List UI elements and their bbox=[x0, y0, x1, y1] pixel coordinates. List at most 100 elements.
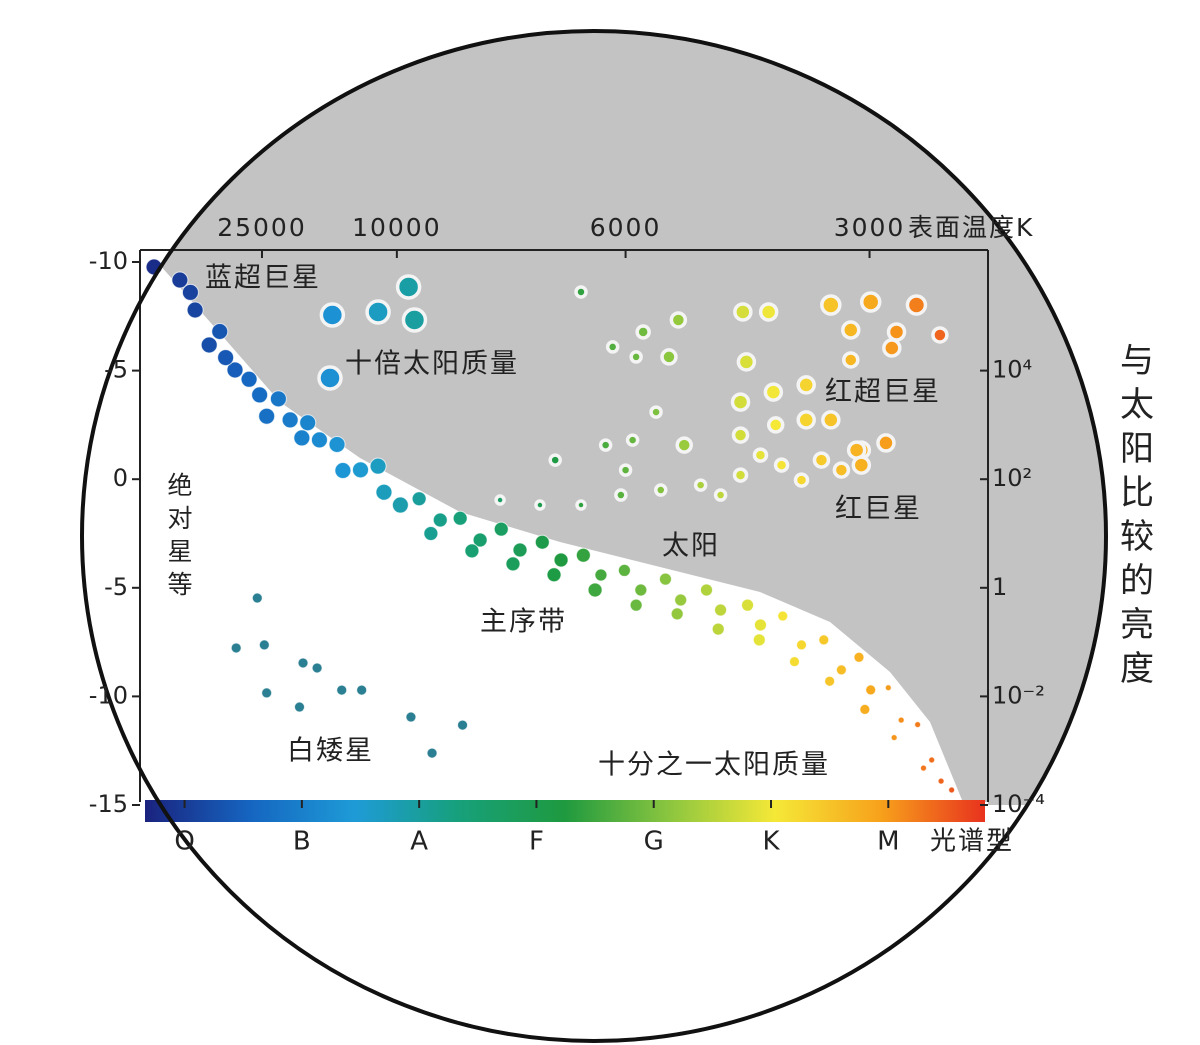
star bbox=[299, 414, 317, 432]
star bbox=[629, 350, 643, 364]
star bbox=[730, 392, 751, 412]
annotation: 十倍太阳质量 bbox=[345, 349, 519, 380]
star bbox=[890, 734, 898, 742]
star bbox=[494, 494, 506, 506]
star bbox=[821, 410, 841, 430]
star bbox=[617, 563, 631, 577]
x-tick-label: O bbox=[174, 827, 194, 857]
annotation: 红超巨星 bbox=[825, 377, 941, 408]
star bbox=[574, 285, 588, 299]
star bbox=[297, 657, 309, 669]
y-tick-label: -10 bbox=[89, 681, 128, 709]
star bbox=[714, 603, 728, 617]
star bbox=[401, 307, 428, 333]
star bbox=[886, 322, 907, 342]
star bbox=[464, 543, 480, 559]
star bbox=[334, 462, 352, 480]
star bbox=[211, 323, 229, 341]
star bbox=[931, 326, 949, 344]
star bbox=[859, 703, 871, 715]
star bbox=[832, 461, 851, 479]
star bbox=[882, 338, 902, 358]
star bbox=[788, 656, 800, 668]
x2-tick-label: 3000 bbox=[834, 213, 906, 242]
star bbox=[356, 684, 368, 696]
x-tick-label: F bbox=[529, 827, 544, 857]
star bbox=[352, 461, 370, 479]
star bbox=[713, 488, 728, 502]
star bbox=[505, 556, 521, 572]
y2-tick-label: 10² bbox=[992, 464, 1032, 492]
star bbox=[200, 336, 218, 354]
star bbox=[553, 552, 569, 568]
y-tick-label: -5 bbox=[104, 573, 128, 601]
star bbox=[876, 433, 896, 453]
star bbox=[905, 294, 928, 316]
star bbox=[649, 405, 663, 419]
star bbox=[472, 532, 488, 548]
y2-tick-label: 10⁴ bbox=[992, 356, 1032, 384]
y-tick-label: -15 bbox=[89, 790, 128, 818]
star bbox=[897, 716, 905, 724]
annotation: 蓝超巨星 bbox=[205, 263, 321, 294]
star bbox=[758, 302, 779, 322]
star bbox=[336, 684, 348, 696]
star bbox=[226, 361, 244, 379]
star bbox=[269, 390, 287, 408]
star bbox=[753, 618, 767, 632]
star bbox=[405, 711, 417, 723]
stars bbox=[145, 258, 956, 794]
star bbox=[534, 534, 550, 550]
annotation: 太阳 bbox=[662, 531, 720, 562]
star bbox=[534, 499, 546, 511]
star bbox=[700, 583, 714, 597]
star bbox=[752, 447, 769, 463]
star bbox=[884, 684, 892, 692]
x2-tick-label: 25000 bbox=[217, 213, 307, 242]
star bbox=[575, 547, 591, 563]
star bbox=[818, 634, 830, 646]
star bbox=[796, 375, 816, 395]
star bbox=[919, 764, 927, 772]
star bbox=[660, 348, 678, 366]
x-tick-label: B bbox=[293, 827, 311, 857]
star bbox=[928, 756, 936, 764]
star bbox=[732, 467, 749, 483]
star bbox=[258, 407, 276, 425]
star bbox=[865, 684, 877, 696]
star bbox=[457, 719, 469, 731]
star bbox=[328, 435, 346, 453]
star bbox=[763, 382, 784, 402]
y-axis-label: 绝对星等 bbox=[167, 471, 192, 599]
star bbox=[587, 582, 603, 598]
star bbox=[629, 598, 643, 612]
star bbox=[251, 592, 263, 604]
y2-axis-label: 与太阳比较的亮度 bbox=[1120, 341, 1154, 689]
star bbox=[635, 324, 651, 340]
star bbox=[654, 483, 668, 497]
star bbox=[859, 291, 882, 313]
star bbox=[824, 675, 836, 687]
star bbox=[711, 622, 725, 636]
star bbox=[261, 687, 273, 699]
star bbox=[670, 607, 684, 621]
star bbox=[432, 512, 448, 528]
star bbox=[452, 510, 468, 526]
star bbox=[851, 455, 872, 475]
y-tick-label: -5 bbox=[104, 356, 128, 384]
star bbox=[217, 349, 235, 367]
star bbox=[937, 777, 945, 785]
star bbox=[294, 701, 306, 713]
star bbox=[546, 567, 562, 583]
annotation: 白矮星 bbox=[287, 736, 374, 767]
star bbox=[796, 639, 808, 651]
star bbox=[311, 662, 323, 674]
star bbox=[411, 491, 427, 507]
star bbox=[614, 488, 628, 502]
star bbox=[186, 301, 204, 319]
y-tick-label: -10 bbox=[89, 247, 128, 275]
star bbox=[752, 633, 766, 647]
star bbox=[258, 639, 270, 651]
star bbox=[493, 521, 509, 537]
